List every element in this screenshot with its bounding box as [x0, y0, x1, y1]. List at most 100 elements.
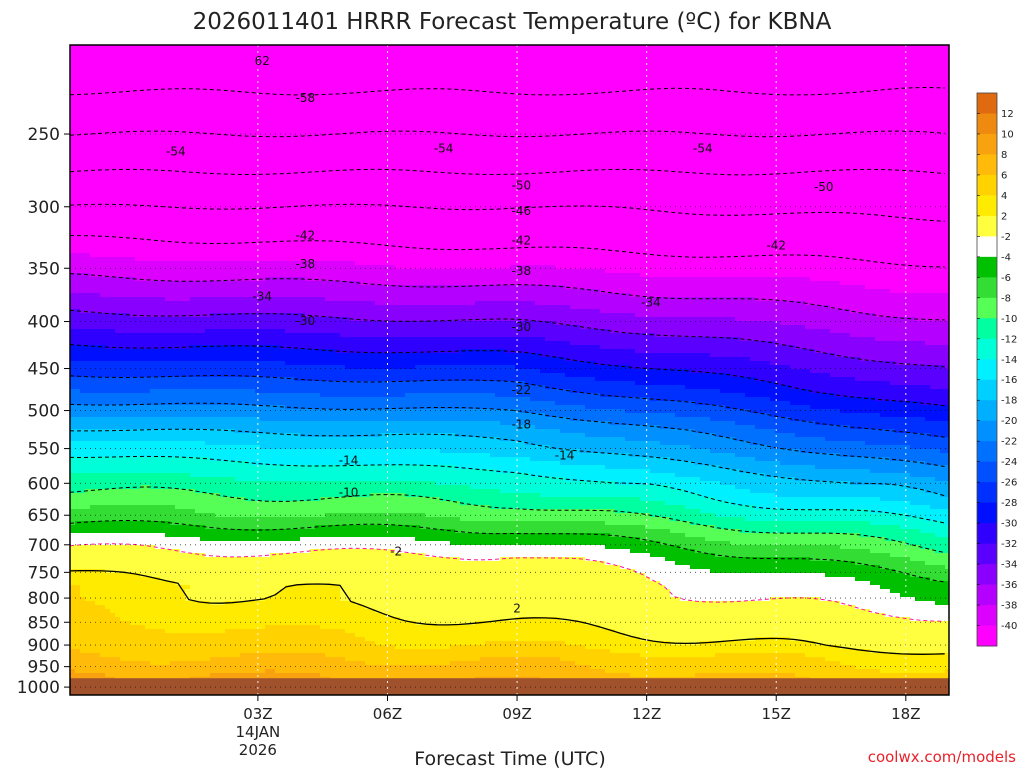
temperature-cell [75, 77, 81, 82]
temperature-cell [70, 461, 76, 466]
temperature-cell [155, 281, 161, 286]
temperature-cell [120, 505, 126, 510]
temperature-cell [130, 277, 136, 282]
temperature-cell [185, 165, 191, 170]
temperature-cell [115, 213, 121, 218]
temperature-cell [210, 65, 216, 70]
temperature-cell [130, 585, 136, 590]
temperature-cell [105, 113, 111, 118]
temperature-cell [150, 381, 156, 386]
temperature-cell [70, 533, 76, 538]
temperature-cell [200, 61, 206, 66]
temperature-cell [135, 81, 141, 86]
temperature-cell [115, 457, 121, 462]
temperature-cell [180, 593, 186, 598]
temperature-cell [160, 69, 166, 74]
temperature-cell [190, 225, 196, 230]
temperature-cell [80, 577, 86, 582]
temperature-cell [155, 217, 161, 222]
temperature-cell [100, 177, 106, 182]
temperature-cell [70, 577, 76, 582]
temperature-cell [115, 385, 121, 390]
temperature-cell [140, 369, 146, 374]
temperature-cell [80, 165, 86, 170]
temperature-cell [200, 373, 206, 378]
temperature-cell [175, 257, 181, 262]
temperature-cell [205, 85, 211, 90]
temperature-cell [170, 265, 176, 270]
temperature-cell [185, 141, 191, 146]
temperature-cell [120, 497, 126, 502]
temperature-cell [170, 253, 176, 258]
temperature-cell [125, 345, 131, 350]
temperature-cell [110, 649, 116, 654]
temperature-cell [165, 581, 171, 586]
temperature-cell [130, 673, 136, 678]
temperature-cell [205, 381, 211, 386]
temperature-cell [140, 301, 146, 306]
temperature-cell [210, 49, 216, 54]
temperature-cell [135, 357, 141, 362]
temperature-cell [150, 189, 156, 194]
temperature-cell [95, 513, 101, 518]
temperature-cell [85, 605, 91, 610]
temperature-cell [160, 273, 166, 278]
temperature-cell [220, 125, 226, 130]
temperature-cell [120, 557, 126, 562]
temperature-cell [180, 573, 186, 578]
temperature-cell [70, 353, 76, 358]
temperature-cell [185, 597, 191, 602]
temperature-cell [145, 53, 151, 58]
temperature-cell [160, 521, 166, 526]
temperature-cell [95, 645, 101, 650]
temperature-cell [135, 437, 141, 442]
temperature-cell [190, 589, 196, 594]
temperature-cell [125, 153, 131, 158]
temperature-cell [130, 433, 136, 438]
temperature-cell [95, 393, 101, 398]
temperature-cell [70, 273, 76, 278]
temperature-cell [160, 597, 166, 602]
temperature-cell [210, 285, 216, 290]
temperature-cell [160, 349, 166, 354]
temperature-cell [180, 429, 186, 434]
temperature-cell [120, 529, 126, 534]
temperature-cell [105, 545, 111, 550]
temperature-cell [175, 245, 181, 250]
temperature-cell [105, 77, 111, 82]
temperature-cell [215, 285, 221, 290]
temperature-cell [215, 269, 221, 274]
temperature-cell [115, 341, 121, 346]
temperature-cell [120, 437, 126, 442]
temperature-cell [160, 417, 166, 422]
temperature-cell [220, 333, 226, 338]
temperature-cell [70, 153, 76, 158]
temperature-cell [110, 193, 116, 198]
temperature-cell [215, 357, 221, 362]
temperature-cell [190, 457, 196, 462]
temperature-cell [145, 425, 151, 430]
temperature-cell [80, 437, 86, 442]
temperature-cell [120, 665, 126, 670]
temperature-cell [80, 125, 86, 130]
temperature-cell [190, 329, 196, 334]
temperature-cell [205, 589, 211, 594]
temperature-cell [150, 209, 156, 214]
temperature-cell [135, 521, 141, 526]
temperature-cell [150, 445, 156, 450]
temperature-cell [130, 421, 136, 426]
temperature-cell [90, 137, 96, 142]
temperature-cell [105, 605, 111, 610]
temperature-cell [80, 385, 86, 390]
temperature-cell [185, 421, 191, 426]
temperature-cell [140, 641, 146, 646]
temperature-cell [170, 393, 176, 398]
temperature-cell [125, 133, 131, 138]
temperature-cell [130, 521, 136, 526]
temperature-cell [185, 317, 191, 322]
temperature-cell [180, 141, 186, 146]
temperature-cell [175, 341, 181, 346]
temperature-cell [110, 105, 116, 110]
temperature-cell [185, 253, 191, 258]
temperature-cell [70, 657, 76, 662]
